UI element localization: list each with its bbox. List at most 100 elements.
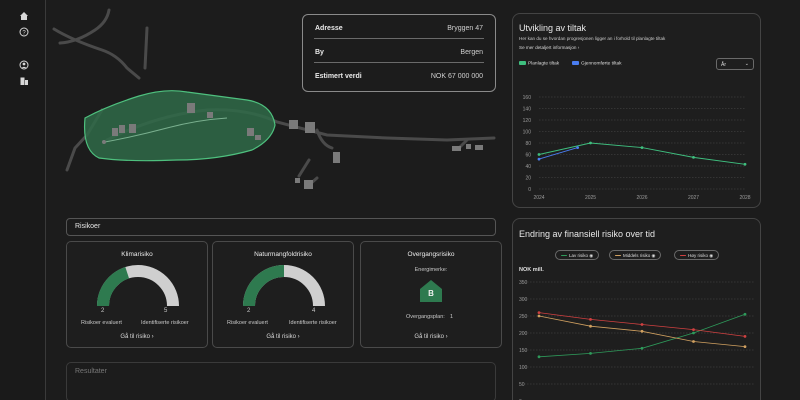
y-tick-label: 250 bbox=[519, 314, 528, 320]
y-tick-label: 140 bbox=[523, 106, 532, 112]
results-section: Resultater bbox=[66, 362, 496, 400]
data-point bbox=[743, 345, 747, 348]
y-tick-label: 200 bbox=[519, 331, 528, 337]
progress-details-link[interactable]: Se mer detaljert informasjon › bbox=[519, 45, 579, 50]
period-select[interactable]: År ⌄ bbox=[716, 58, 754, 70]
y-tick-label: 300 bbox=[519, 297, 528, 303]
link-label: Gå til risiko bbox=[266, 334, 296, 340]
series-line bbox=[538, 142, 746, 165]
x-tick-label: 2026 bbox=[636, 195, 647, 201]
home-icon[interactable] bbox=[19, 11, 29, 21]
data-point bbox=[640, 146, 644, 149]
x-tick-label: 2027 bbox=[688, 195, 699, 201]
chevron-right-icon: › bbox=[445, 334, 448, 340]
legend-medium-risk[interactable]: Middels risiko ◉ bbox=[609, 250, 662, 260]
y-tick-label: 20 bbox=[525, 175, 531, 181]
legend-done[interactable]: Gjennomførte tiltak bbox=[572, 61, 622, 66]
legend-swatch bbox=[680, 255, 686, 257]
building-icon[interactable] bbox=[19, 76, 29, 86]
city-label: By bbox=[315, 49, 324, 56]
y-tick-label: 160 bbox=[523, 95, 532, 101]
evaluated-count: 2 bbox=[247, 308, 251, 314]
legend-low-risk[interactable]: Lav risiko ◉ bbox=[555, 250, 600, 260]
financial-risk-title: Endring av finansiell risiko over tid bbox=[519, 229, 656, 239]
risk-card-title: Overgangsrisiko bbox=[407, 251, 455, 258]
info-row-city: By Bergen bbox=[314, 42, 484, 63]
identified-label: Identifiserte risikoer bbox=[141, 320, 189, 326]
results-title: Resultater bbox=[75, 368, 107, 375]
energy-label: Energimerke: bbox=[414, 267, 448, 273]
y-tick-label: 100 bbox=[523, 129, 532, 135]
link-label: Gå til risiko bbox=[120, 334, 150, 340]
data-point bbox=[743, 162, 747, 166]
property-area[interactable] bbox=[83, 90, 276, 162]
info-row-value: Estimert verdi NOK 67 000 000 bbox=[314, 66, 484, 87]
data-point bbox=[537, 311, 541, 314]
data-point bbox=[537, 157, 541, 161]
nature-gauge-fill bbox=[243, 265, 285, 307]
data-point bbox=[692, 155, 695, 159]
risks-section-header: Risikoer bbox=[66, 218, 496, 236]
risk-card-climate: Klimarisiko 2 5 Risikoer evaluert Identi… bbox=[66, 241, 208, 348]
identified-count: 5 bbox=[164, 308, 168, 314]
y-tick-label: 50 bbox=[519, 382, 525, 388]
data-point bbox=[537, 355, 541, 359]
transition-risk-link[interactable]: Gå til risiko › bbox=[361, 334, 501, 340]
y-tick-label: 100 bbox=[519, 365, 528, 371]
estimated-value-label: Estimert verdi bbox=[315, 73, 362, 80]
energy-house-icon bbox=[420, 280, 442, 302]
legend-swatch bbox=[561, 255, 567, 257]
y-tick-label: 350 bbox=[519, 280, 528, 286]
address-label: Adresse bbox=[315, 25, 343, 32]
data-point bbox=[743, 335, 747, 338]
data-point bbox=[692, 331, 695, 335]
progress-title: Utvikling av tiltak bbox=[519, 23, 587, 33]
y-tick-label: 60 bbox=[525, 152, 531, 158]
legend-label: Middels risiko bbox=[623, 253, 651, 258]
data-point bbox=[640, 346, 644, 350]
property-map[interactable] bbox=[47, 0, 504, 208]
x-tick-label: 2028 bbox=[739, 195, 750, 201]
data-point bbox=[692, 340, 695, 343]
x-tick-label: 2024 bbox=[533, 195, 544, 201]
chevron-right-icon: › bbox=[151, 334, 154, 340]
data-point bbox=[640, 329, 644, 333]
progress-subtitle: Her kan du se hvordan progresjonen ligge… bbox=[519, 36, 666, 41]
estimated-value: NOK 67 000 000 bbox=[430, 73, 483, 80]
evaluated-label: Risikoer evaluert bbox=[227, 320, 268, 326]
transition-plan-label: Overgangsplan: bbox=[406, 314, 445, 320]
progress-panel: Utvikling av tiltak Her kan du se hvorda… bbox=[512, 13, 761, 208]
legend-planned[interactable]: Planlagte tiltak bbox=[519, 61, 559, 66]
transition-plan-value: 1 bbox=[450, 314, 454, 320]
link-label: Se mer detaljert informasjon bbox=[519, 45, 577, 50]
eye-icon: ◉ bbox=[651, 253, 656, 258]
series-line bbox=[538, 313, 746, 358]
eye-icon: ◉ bbox=[589, 253, 594, 258]
energy-grade: B bbox=[428, 289, 434, 298]
info-row-address: Adresse Bryggen 47 bbox=[314, 18, 484, 39]
nature-risk-link[interactable]: Gå til risiko › bbox=[213, 334, 353, 340]
data-point bbox=[589, 324, 592, 328]
user-icon[interactable] bbox=[19, 60, 29, 70]
data-point bbox=[589, 318, 592, 321]
series-line bbox=[538, 147, 578, 160]
evaluated-count: 2 bbox=[101, 308, 105, 314]
data-point bbox=[576, 146, 580, 149]
data-point bbox=[743, 312, 747, 316]
legend-high-risk[interactable]: Høy risiko ◉ bbox=[674, 250, 720, 260]
data-point bbox=[589, 352, 592, 355]
y-tick-label: 150 bbox=[519, 348, 528, 354]
address-value: Bryggen 47 bbox=[447, 25, 483, 32]
data-point bbox=[640, 323, 644, 326]
climate-risk-link[interactable]: Gå til risiko › bbox=[67, 334, 207, 340]
climate-gauge bbox=[97, 265, 179, 307]
risk-card-title: Naturmangfoldrisiko bbox=[254, 251, 312, 258]
data-point bbox=[537, 153, 541, 156]
data-point bbox=[537, 314, 541, 318]
identified-label: Identifiserte risikoer bbox=[289, 320, 337, 326]
progress-chart: 0 20 40 60 80 100 120 140 160 2024 2025 2026 2027 202… bbox=[523, 95, 751, 201]
y-tick-label: 120 bbox=[523, 118, 532, 124]
help-icon[interactable]: ? bbox=[19, 27, 29, 37]
legend-label: Høy risiko bbox=[688, 253, 708, 258]
